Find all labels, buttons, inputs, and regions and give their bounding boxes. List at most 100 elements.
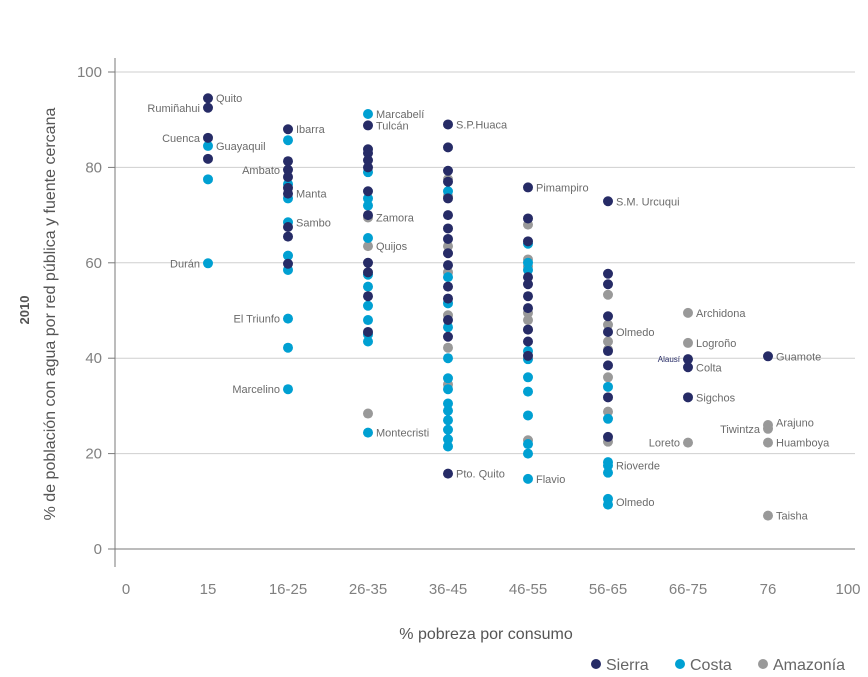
data-point [363,155,373,166]
data-point [603,268,613,279]
y-tick-label: 0 [94,541,102,558]
data-point [683,337,693,348]
data-point [523,257,533,268]
data-point [603,467,613,478]
point-label: Montecristi [376,428,429,440]
y-axis-title: % de población con agua por red pública … [42,108,59,521]
data-point [603,346,613,357]
data-point [523,386,533,397]
point-label: Rioverde [616,461,660,473]
legend-label: Amazonía [773,657,845,674]
data-point [443,384,453,395]
data-point [283,188,293,199]
data-point [523,315,533,326]
data-point [363,210,373,221]
data-point [363,408,373,419]
data-point [523,350,533,361]
data-point [443,281,453,292]
data-point [523,272,533,283]
x-tick-labels: 0 15 16-25 26-35 36-45 46-55 56-65 66-75 76 100 [122,581,861,598]
point-label: Guayaquil [216,141,266,153]
data-point [603,372,613,383]
point-label: Ambato [242,165,280,177]
data-point [523,372,533,383]
x-tick-label: 76 [760,581,777,598]
gridlines [115,71,855,455]
point-label: Cuenca [162,133,201,145]
point-label: Loreto [649,438,680,450]
data-point [363,241,373,252]
point-label: Quijos [376,241,408,253]
data-points [203,93,773,521]
data-point [443,176,453,187]
data-point [363,108,373,119]
data-point [523,439,533,450]
data-point [443,373,453,384]
data-point [443,223,453,234]
data-point [603,460,613,471]
point-label: Pto. Quito [456,469,505,481]
data-point [363,336,373,347]
y-tick-label: 20 [85,446,102,463]
data-point [443,248,453,259]
point-label: S.M. Urcuqui [616,196,680,208]
x-axis-title: % pobreza por consumo [399,626,573,643]
data-point [203,153,213,164]
data-point [443,186,453,197]
data-point [363,120,373,131]
point-label: Durán [170,258,200,270]
data-point [603,360,613,371]
data-point [363,232,373,243]
data-point [603,406,613,417]
data-point [603,319,613,330]
data-point [363,326,373,337]
data-point [523,324,533,335]
data-point [603,392,613,403]
data-point [523,213,533,224]
data-point [363,186,373,197]
point-label: Alausí [658,355,681,364]
data-point [443,315,453,326]
legend-label: Costa [690,657,732,674]
data-point [363,300,373,311]
data-point [283,342,293,353]
data-point [283,258,293,269]
point-label: Tiwintza [720,424,761,436]
x-tick-label: 56-65 [589,581,627,598]
point-label: Logroño [696,338,736,350]
point-label: Tulcán [376,120,409,132]
x-tick-label: 15 [200,581,217,598]
data-point [443,272,453,283]
data-point [523,279,533,290]
data-point [443,142,453,153]
data-point [523,291,533,302]
x-tick-label: 16-25 [269,581,307,598]
data-point [283,384,293,395]
data-point [603,431,613,442]
data-point [203,132,213,143]
y-tick-label: 100 [77,64,102,81]
data-point [523,336,533,347]
data-point [363,257,373,268]
point-label: Huamboya [776,438,830,450]
data-point [523,236,533,247]
data-point [523,303,533,314]
data-point [283,156,293,167]
data-point [283,164,293,175]
data-point [363,427,373,438]
data-point [763,423,773,434]
data-point [603,326,613,337]
data-point [603,499,613,510]
data-point [443,405,453,416]
point-labels: Quito Rumiñahui Cuenca Guayaquil Durán Ibarra… [147,93,830,522]
data-point [683,392,693,403]
point-label: S.P.Huaca [456,119,508,131]
point-label: Sambo [296,217,331,229]
data-point [603,311,613,322]
data-point [443,441,453,452]
y-axis-title-year: 2010 [17,296,32,325]
y-tick-labels: 0 20 40 60 80 100 [77,64,102,558]
data-point [523,410,533,421]
data-point [443,434,453,445]
point-label: Sigchos [696,392,736,404]
